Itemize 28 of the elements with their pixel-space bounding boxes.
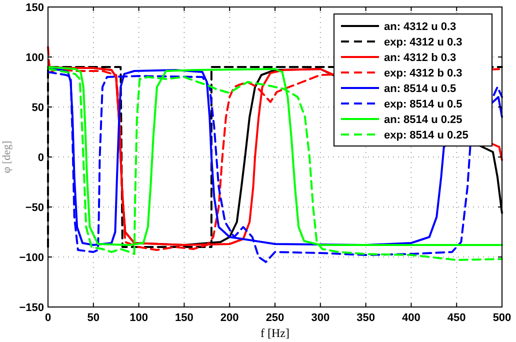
y-axis-title: φ [deg] [1, 140, 13, 174]
x-tick-label: 500 [492, 312, 512, 324]
legend-label: an: 8514 u 0.5 [384, 83, 456, 95]
x-tick-label: 450 [447, 312, 466, 324]
x-axis-title: f [Hz] [260, 326, 290, 340]
x-tick-label: 400 [402, 312, 420, 324]
x-tick-label: 250 [266, 312, 284, 324]
legend-label: exp: 8514 u 0.5 [384, 98, 462, 110]
x-tick-label: 0 [44, 312, 52, 324]
legend-label: an: 8514 u 0.25 [384, 114, 462, 126]
y-tick-label: 150 [26, 2, 44, 14]
legend-label: exp: 4312 b 0.3 [384, 68, 462, 80]
y-tick-label: −150 [19, 302, 44, 314]
y-tick-label: −50 [25, 202, 44, 214]
x-tick-label: 100 [130, 312, 148, 324]
x-tick-label: 350 [356, 312, 375, 324]
x-tick-label: 50 [87, 312, 100, 324]
y-tick-label: −100 [19, 252, 44, 264]
legend-label: exp: 8514 u 0.25 [384, 130, 468, 142]
legend-label: an: 4312 b 0.3 [384, 52, 456, 64]
legend-label: an: 4312 u 0.3 [384, 21, 456, 33]
x-tick-label: 300 [311, 312, 330, 324]
x-tick-label: 200 [220, 312, 239, 324]
y-tick-label: 0 [38, 152, 44, 164]
y-tick-label: 100 [26, 52, 44, 64]
legend-label: exp: 4312 u 0.3 [384, 36, 462, 48]
x-tick-label: 150 [175, 312, 194, 324]
y-tick-label: 50 [32, 102, 44, 114]
